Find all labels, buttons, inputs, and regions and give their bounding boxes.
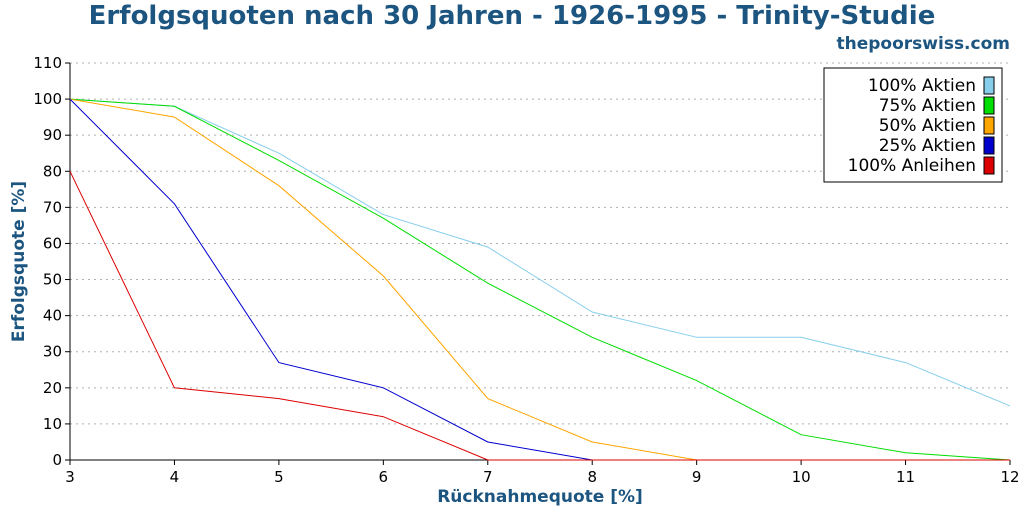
legend-swatch-4 — [983, 156, 995, 175]
series-line-1 — [69, 98, 1011, 461]
y-axis-label: Erfolgsquote [%] — [9, 181, 29, 342]
legend-label-4: 100% Anleihen — [848, 156, 976, 176]
legend-label-1: 75% Aktien — [879, 96, 976, 116]
x-tick-label: 4 — [170, 468, 180, 486]
series-line-4 — [69, 171, 1010, 461]
legend-swatch-2 — [983, 116, 995, 135]
y-tick-label: 10 — [43, 415, 62, 433]
x-tick-label: 10 — [792, 468, 811, 486]
legend-label-3: 25% Aktien — [879, 136, 976, 156]
x-tick-label: 8 — [587, 468, 597, 486]
x-tick-label: 9 — [692, 468, 702, 486]
y-tick-label: 100 — [33, 90, 62, 108]
x-tick-label: 6 — [379, 468, 389, 486]
y-tick-label: 30 — [43, 343, 62, 361]
x-tick-label: 3 — [65, 468, 75, 486]
y-tick-label: 0 — [52, 451, 62, 469]
y-tick-label: 40 — [43, 307, 62, 325]
y-tick-label: 20 — [43, 379, 62, 397]
y-tick-label: 80 — [43, 162, 62, 180]
legend-swatch-1 — [983, 96, 995, 115]
series-lines — [69, 98, 1011, 461]
grid — [70, 62, 1010, 425]
series-line-0 — [69, 98, 1011, 407]
chart-subtitle: thepoorswiss.com — [836, 34, 1011, 54]
y-tick-label: 50 — [43, 271, 62, 289]
x-tick-label: 11 — [896, 468, 915, 486]
chart-title: Erfolgsquoten nach 30 Jahren - 1926-1995… — [88, 1, 936, 31]
y-tick-label: 60 — [43, 234, 62, 252]
legend-label-0: 100% Aktien — [868, 76, 976, 96]
legend-swatch-0 — [983, 76, 995, 95]
y-tick-label: 110 — [33, 54, 62, 72]
x-tick-label: 12 — [1000, 468, 1019, 486]
legend-swatch-3 — [983, 136, 995, 155]
y-tick-label: 70 — [43, 198, 62, 216]
y-tick-label: 90 — [43, 126, 62, 144]
legend-box — [823, 67, 1003, 183]
x-axis-label: Rücknahmequote [%] — [437, 487, 643, 507]
x-tick-label: 5 — [274, 468, 284, 486]
x-tick-label: 7 — [483, 468, 493, 486]
legend-label-2: 50% Aktien — [879, 116, 976, 136]
